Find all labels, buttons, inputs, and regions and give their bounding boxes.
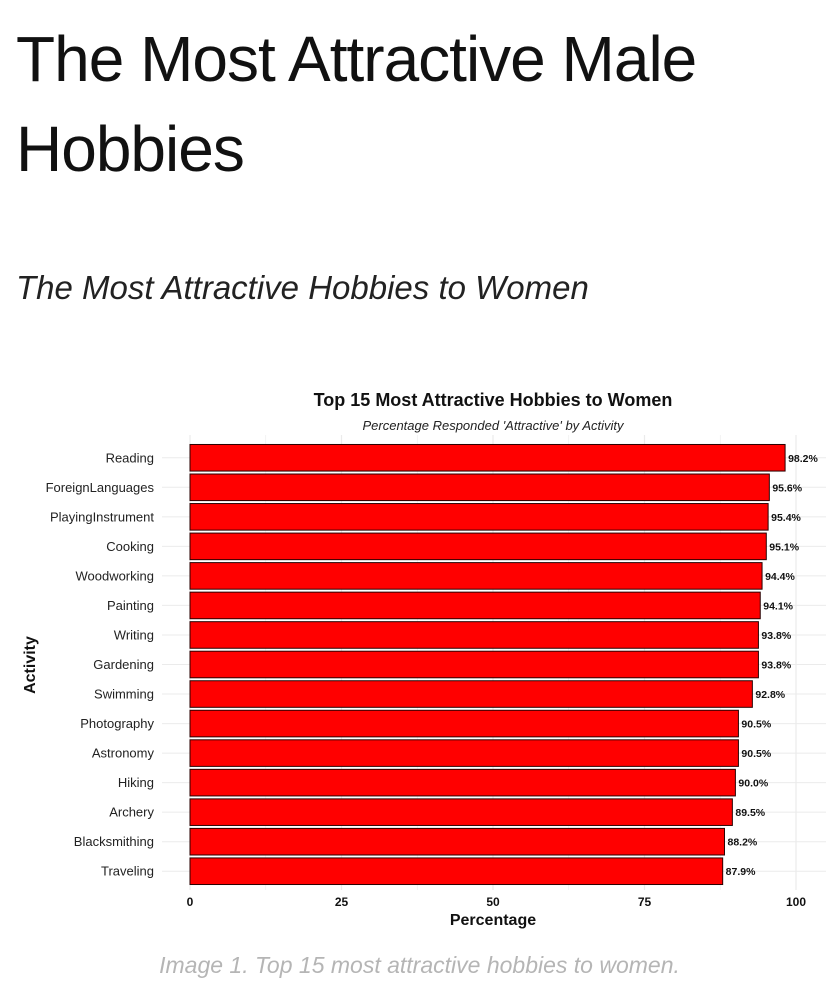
data-label: 94.4% <box>765 571 795 583</box>
data-label: 90.0% <box>738 778 768 790</box>
category-label: Blacksmithing <box>74 834 154 849</box>
chart-data-labels: 98.2% 95.6% 95.4% 95.1% 94.4% 94.1% 93.8% 93.8%… <box>726 453 819 878</box>
category-label: Woodworking <box>75 568 154 583</box>
y-axis-title: Activity <box>22 636 39 694</box>
chart-category-labels: Reading ForeignLanguages PlayingInstrument… <box>46 450 155 878</box>
category-label: Archery <box>109 805 154 820</box>
category-label: Painting <box>107 598 154 613</box>
category-label: Writing <box>114 627 154 642</box>
data-label: 95.1% <box>769 541 799 553</box>
x-tick-label: 0 <box>187 895 194 909</box>
bar-photography <box>189 709 739 738</box>
data-label: 90.5% <box>741 748 771 760</box>
data-label: 90.5% <box>741 719 771 731</box>
category-label: Cooking <box>106 539 154 554</box>
category-label: Swimming <box>94 687 154 702</box>
data-label: 98.2% <box>788 453 818 465</box>
bar-archery <box>189 798 733 826</box>
category-label: Traveling <box>101 864 154 879</box>
category-label: PlayingInstrument <box>50 509 154 524</box>
category-label: Hiking <box>118 775 154 790</box>
bar-swimming <box>189 680 753 708</box>
category-label: Astronomy <box>92 746 155 761</box>
category-label: Gardening <box>93 657 154 672</box>
data-label: 87.9% <box>726 866 756 878</box>
chart-x-tick-labels: 0 25 50 75 100 <box>187 895 807 909</box>
bar-woodworking <box>189 562 763 590</box>
category-label: Reading <box>106 450 154 465</box>
x-tick-label: 25 <box>335 895 349 909</box>
category-label: ForeignLanguages <box>46 480 155 495</box>
x-axis-title: Percentage <box>450 912 536 929</box>
data-label: 94.1% <box>763 600 793 612</box>
x-tick-label: 100 <box>786 895 806 909</box>
data-label: 89.5% <box>735 807 765 819</box>
x-tick-label: 75 <box>638 895 652 909</box>
data-label: 92.8% <box>755 689 785 701</box>
chart-container: 98.2% 95.6% 95.4% 95.1% 94.4% 94.1% 93.8% 93.8%… <box>0 378 839 938</box>
page-headline: The Most Attractive Male Hobbies <box>16 23 697 185</box>
data-label: 93.8% <box>761 630 791 642</box>
data-label: 93.8% <box>761 660 791 672</box>
bar-cooking <box>189 532 767 561</box>
bar-astronomy <box>189 739 739 767</box>
data-label: 88.2% <box>727 837 757 849</box>
image-caption: Image 1. Top 15 most attractive hobbies … <box>159 952 680 978</box>
bar-hiking <box>189 768 736 797</box>
bar-foreignlanguages <box>189 473 770 502</box>
chart-title: Top 15 Most Attractive Hobbies to Women <box>314 390 673 410</box>
bar-traveling <box>189 857 724 886</box>
page-subheading: The Most Attractive Hobbies to Women <box>16 269 589 306</box>
data-label: 95.4% <box>771 512 801 524</box>
bar-playinginstrument <box>189 503 769 531</box>
bar-painting <box>189 591 761 620</box>
chart-bars <box>189 443 786 886</box>
bar-gardening <box>189 650 759 679</box>
x-tick-label: 50 <box>486 895 500 909</box>
bar-chart: 98.2% 95.6% 95.4% 95.1% 94.4% 94.1% 93.8% 93.8%… <box>22 390 826 929</box>
data-label: 95.6% <box>772 482 802 494</box>
bar-writing <box>189 621 759 649</box>
bar-reading <box>189 443 786 472</box>
category-label: Photography <box>80 716 154 731</box>
chart-subtitle: Percentage Responded 'Attractive' by Act… <box>362 418 625 433</box>
bar-blacksmithing <box>189 827 725 856</box>
